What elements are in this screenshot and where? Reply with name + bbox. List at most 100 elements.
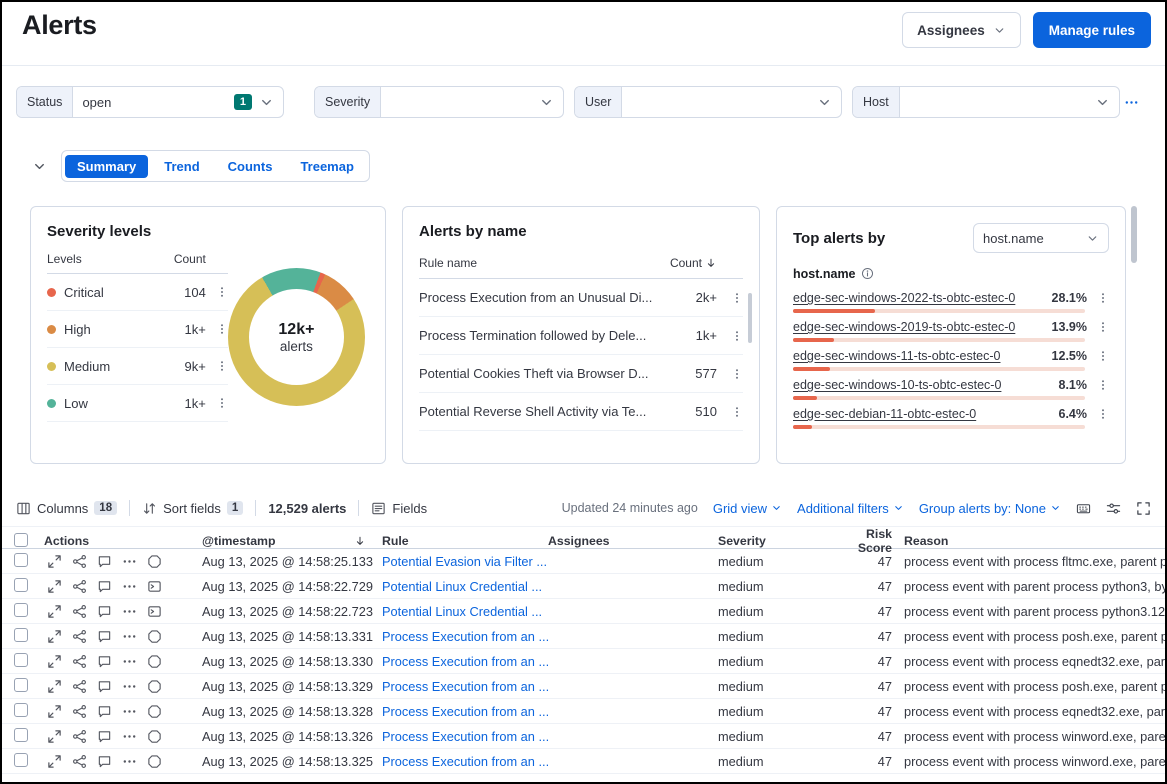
session-view-icon[interactable] xyxy=(147,604,162,619)
rule-link[interactable]: Potential Evasion via Filter ... xyxy=(382,553,548,569)
more-filters-icon[interactable] xyxy=(1124,95,1139,110)
more-actions-icon[interactable] xyxy=(717,406,743,418)
session-view-icon[interactable] xyxy=(147,629,162,644)
severity-filter[interactable]: Severity xyxy=(314,86,564,118)
session-view-icon[interactable] xyxy=(147,729,162,744)
host-name-link[interactable]: edge-sec-debian-11-obtc-estec-0 xyxy=(793,407,977,421)
analyze-event-icon[interactable] xyxy=(72,604,87,619)
status-filter[interactable]: Status open 1 xyxy=(16,86,284,118)
analyze-event-icon[interactable] xyxy=(72,579,87,594)
more-actions-icon[interactable] xyxy=(1087,292,1109,304)
expand-alert-icon[interactable] xyxy=(47,679,62,694)
expand-alert-icon[interactable] xyxy=(47,704,62,719)
analyze-event-icon[interactable] xyxy=(72,554,87,569)
sort-fields-button[interactable]: Sort fields 1 xyxy=(142,501,244,516)
col-rule[interactable]: Rule xyxy=(382,534,409,548)
more-actions-icon[interactable] xyxy=(122,729,137,744)
more-actions-icon[interactable] xyxy=(122,579,137,594)
table-row[interactable]: Aug 13, 2025 @ 14:58:13.330 Process Exec… xyxy=(2,649,1165,674)
grid-view-button[interactable]: Grid view xyxy=(713,501,782,516)
top-alerts-field-select[interactable]: host.name xyxy=(973,223,1109,253)
more-actions-icon[interactable] xyxy=(206,397,228,409)
more-actions-icon[interactable] xyxy=(717,292,743,304)
fields-button[interactable]: Fields xyxy=(371,501,427,516)
expand-alert-icon[interactable] xyxy=(47,654,62,669)
add-note-icon[interactable] xyxy=(97,554,112,569)
group-alerts-by-button[interactable]: Group alerts by: None xyxy=(919,501,1061,516)
add-note-icon[interactable] xyxy=(97,729,112,744)
host-name-link[interactable]: edge-sec-windows-2019-ts-obtc-estec-0 xyxy=(793,320,1016,334)
more-actions-icon[interactable] xyxy=(122,629,137,644)
session-view-icon[interactable] xyxy=(147,579,162,594)
add-note-icon[interactable] xyxy=(97,629,112,644)
analyze-event-icon[interactable] xyxy=(72,679,87,694)
session-view-icon[interactable] xyxy=(147,704,162,719)
table-row[interactable]: Aug 13, 2025 @ 14:58:13.331 Process Exec… xyxy=(2,624,1165,649)
analyze-event-icon[interactable] xyxy=(72,729,87,744)
add-note-icon[interactable] xyxy=(97,604,112,619)
table-row[interactable]: Aug 13, 2025 @ 14:58:22.723 Potential Li… xyxy=(2,599,1165,624)
table-row[interactable]: Aug 13, 2025 @ 14:58:22.729 Potential Li… xyxy=(2,574,1165,599)
info-icon[interactable] xyxy=(861,266,874,281)
scrollbar-thumb[interactable] xyxy=(1131,206,1137,263)
session-view-icon[interactable] xyxy=(147,679,162,694)
expand-alert-icon[interactable] xyxy=(47,604,62,619)
row-checkbox[interactable] xyxy=(14,602,28,617)
keyboard-shortcuts-icon[interactable] xyxy=(1076,501,1091,516)
table-row[interactable]: Aug 13, 2025 @ 14:58:13.325 Process Exec… xyxy=(2,749,1165,774)
table-row[interactable]: Aug 13, 2025 @ 14:58:13.328 Process Exec… xyxy=(2,699,1165,724)
col-severity[interactable]: Severity xyxy=(718,534,766,548)
col-risk-score[interactable]: Risk Score xyxy=(857,527,892,555)
expand-alert-icon[interactable] xyxy=(47,729,62,744)
rule-link[interactable]: Process Execution from an ... xyxy=(382,753,548,769)
more-actions-icon[interactable] xyxy=(122,554,137,569)
expand-alert-icon[interactable] xyxy=(47,554,62,569)
row-checkbox[interactable] xyxy=(14,727,28,742)
col-timestamp[interactable]: @timestamp xyxy=(202,534,382,548)
tab-trend[interactable]: Trend xyxy=(164,158,200,174)
assignees-button[interactable]: Assignees xyxy=(902,12,1021,48)
select-all-checkbox[interactable] xyxy=(14,532,28,547)
expand-alert-icon[interactable] xyxy=(47,629,62,644)
expand-alert-icon[interactable] xyxy=(47,579,62,594)
host-filter[interactable]: Host xyxy=(852,86,1120,118)
tab-summary[interactable]: Summary xyxy=(65,154,149,178)
col-reason[interactable]: Reason xyxy=(904,534,949,548)
tab-counts[interactable]: Counts xyxy=(227,158,273,174)
col-count-sort[interactable]: Count xyxy=(670,256,717,270)
panel-scrollbar[interactable] xyxy=(748,293,752,343)
more-actions-icon[interactable] xyxy=(122,679,137,694)
rule-link[interactable]: Potential Linux Credential ... xyxy=(382,578,543,594)
more-actions-icon[interactable] xyxy=(1087,350,1109,362)
more-actions-icon[interactable] xyxy=(1087,321,1109,333)
row-checkbox[interactable] xyxy=(14,752,28,767)
columns-button[interactable]: Columns 18 xyxy=(16,501,118,516)
more-actions-icon[interactable] xyxy=(206,360,228,372)
table-row[interactable]: Aug 13, 2025 @ 14:58:13.326 Process Exec… xyxy=(2,724,1165,749)
rule-link[interactable]: Process Execution from an ... xyxy=(382,703,548,719)
row-checkbox[interactable] xyxy=(14,577,28,592)
rule-link[interactable]: Process Execution from an ... xyxy=(382,628,548,644)
manage-rules-button[interactable]: Manage rules xyxy=(1032,12,1151,48)
more-actions-icon[interactable] xyxy=(122,704,137,719)
more-actions-icon[interactable] xyxy=(1087,408,1109,420)
more-actions-icon[interactable] xyxy=(122,754,137,769)
add-note-icon[interactable] xyxy=(97,704,112,719)
analyze-event-icon[interactable] xyxy=(72,704,87,719)
analyze-event-icon[interactable] xyxy=(72,754,87,769)
collapse-charts-icon[interactable] xyxy=(32,159,47,174)
session-view-icon[interactable] xyxy=(147,654,162,669)
rule-link[interactable]: Process Execution from an ... xyxy=(382,653,548,669)
table-row[interactable]: Aug 13, 2025 @ 14:58:13.329 Process Exec… xyxy=(2,674,1165,699)
add-note-icon[interactable] xyxy=(97,579,112,594)
add-note-icon[interactable] xyxy=(97,754,112,769)
more-actions-icon[interactable] xyxy=(206,323,228,335)
tab-treemap[interactable]: Treemap xyxy=(300,158,354,174)
table-row[interactable]: Aug 13, 2025 @ 14:58:25.133 Potential Ev… xyxy=(2,549,1165,574)
add-note-icon[interactable] xyxy=(97,654,112,669)
more-actions-icon[interactable] xyxy=(717,368,743,380)
analyze-event-icon[interactable] xyxy=(72,629,87,644)
more-actions-icon[interactable] xyxy=(206,286,228,298)
row-checkbox[interactable] xyxy=(14,552,28,567)
session-view-icon[interactable] xyxy=(147,754,162,769)
